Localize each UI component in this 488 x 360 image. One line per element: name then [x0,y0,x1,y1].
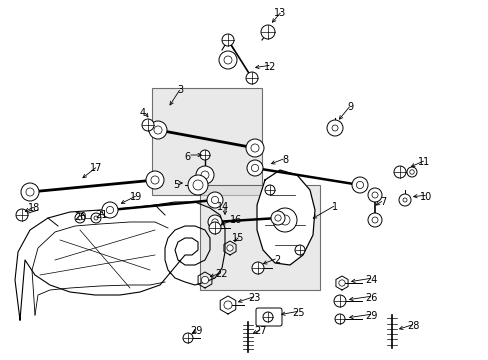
Bar [152,88,262,195]
Text: 1: 1 [331,202,337,212]
Text: 14: 14 [217,202,229,212]
Text: 21: 21 [95,210,107,220]
Text: 11: 11 [417,157,429,167]
Circle shape [409,170,413,174]
Circle shape [272,208,296,232]
Circle shape [21,183,39,201]
Circle shape [251,165,258,172]
Circle shape [294,245,305,255]
Circle shape [406,167,416,177]
Circle shape [250,144,259,152]
Circle shape [338,280,345,286]
Text: 6: 6 [183,152,190,162]
Text: 20: 20 [74,212,86,222]
Circle shape [142,119,154,131]
Circle shape [393,166,405,178]
Circle shape [246,160,263,176]
FancyBboxPatch shape [256,308,282,326]
Text: 8: 8 [282,155,287,165]
Text: 5: 5 [173,180,179,190]
Circle shape [26,188,34,196]
Circle shape [263,312,272,322]
Text: 25: 25 [291,308,304,318]
Circle shape [245,139,264,157]
Text: 12: 12 [264,62,276,72]
Text: 29: 29 [364,311,377,321]
Circle shape [261,25,274,39]
Circle shape [211,219,218,225]
Text: 2: 2 [273,255,280,265]
Circle shape [398,194,410,206]
Text: 3: 3 [177,85,183,95]
Text: 23: 23 [247,293,260,303]
Circle shape [245,72,258,84]
Circle shape [151,176,159,184]
Circle shape [280,215,289,225]
Text: 29: 29 [190,326,202,336]
Circle shape [367,188,381,202]
Circle shape [149,121,167,139]
Circle shape [201,276,208,284]
Circle shape [206,192,223,208]
Circle shape [106,206,113,213]
Text: 7: 7 [379,197,386,207]
Circle shape [270,211,285,225]
Text: 13: 13 [273,8,285,18]
Text: 28: 28 [406,321,419,331]
Circle shape [91,213,101,223]
Circle shape [208,222,221,234]
Circle shape [402,198,406,202]
Circle shape [367,213,381,227]
Circle shape [334,314,345,324]
Circle shape [351,177,367,193]
Circle shape [326,120,342,136]
Circle shape [193,180,203,190]
Text: 4: 4 [140,108,146,118]
Bar [200,185,319,290]
Text: 9: 9 [346,102,352,112]
Circle shape [16,209,28,221]
Text: 22: 22 [215,269,227,279]
Circle shape [102,202,118,218]
Text: 26: 26 [364,293,377,303]
Circle shape [356,181,363,189]
Circle shape [274,215,281,221]
Circle shape [264,185,274,195]
Circle shape [94,216,98,220]
Circle shape [196,166,214,184]
Circle shape [183,333,193,343]
Circle shape [333,295,346,307]
Text: 16: 16 [229,215,242,225]
Circle shape [331,125,337,131]
Text: 15: 15 [231,233,244,243]
Circle shape [371,217,377,223]
Circle shape [251,262,264,274]
Polygon shape [257,170,314,265]
Text: 18: 18 [28,203,40,213]
Circle shape [211,197,218,204]
Text: 17: 17 [90,163,102,173]
Circle shape [78,216,82,220]
Circle shape [224,301,232,309]
Circle shape [207,215,222,229]
Text: 27: 27 [253,326,266,336]
Circle shape [146,171,163,189]
Circle shape [201,171,208,179]
Circle shape [200,150,209,160]
Circle shape [187,175,207,195]
Circle shape [222,34,234,46]
Circle shape [226,245,233,251]
Text: 24: 24 [364,275,377,285]
Circle shape [75,213,85,223]
Circle shape [224,56,231,64]
Circle shape [371,192,377,198]
Text: 10: 10 [419,192,431,202]
Text: 19: 19 [130,192,142,202]
Circle shape [219,51,237,69]
Circle shape [154,126,162,134]
